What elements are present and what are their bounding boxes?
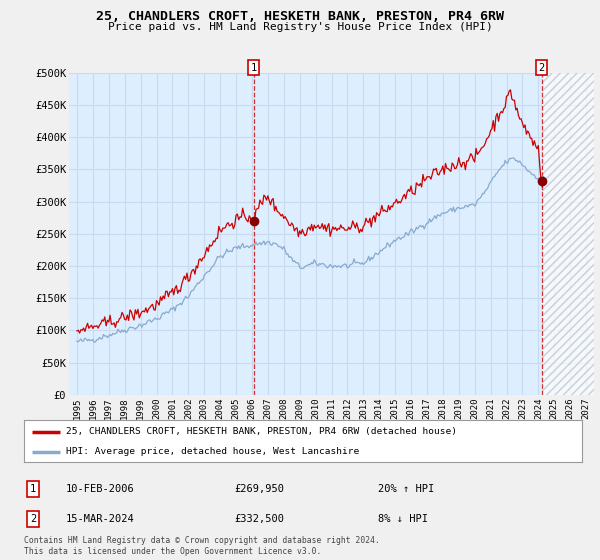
Text: 8% ↓ HPI: 8% ↓ HPI xyxy=(378,514,428,524)
Text: 25, CHANDLERS CROFT, HESKETH BANK, PRESTON, PR4 6RW: 25, CHANDLERS CROFT, HESKETH BANK, PREST… xyxy=(96,10,504,23)
Text: £332,500: £332,500 xyxy=(234,514,284,524)
Text: HPI: Average price, detached house, West Lancashire: HPI: Average price, detached house, West… xyxy=(66,447,359,456)
Text: 1: 1 xyxy=(250,63,257,73)
Text: 2: 2 xyxy=(30,514,36,524)
Text: 15-MAR-2024: 15-MAR-2024 xyxy=(66,514,135,524)
Text: Contains HM Land Registry data © Crown copyright and database right 2024.
This d: Contains HM Land Registry data © Crown c… xyxy=(24,536,380,556)
Text: 25, CHANDLERS CROFT, HESKETH BANK, PRESTON, PR4 6RW (detached house): 25, CHANDLERS CROFT, HESKETH BANK, PREST… xyxy=(66,427,457,436)
Text: 2: 2 xyxy=(538,63,545,73)
Text: 20% ↑ HPI: 20% ↑ HPI xyxy=(378,484,434,494)
Text: 10-FEB-2006: 10-FEB-2006 xyxy=(66,484,135,494)
Text: Price paid vs. HM Land Registry's House Price Index (HPI): Price paid vs. HM Land Registry's House … xyxy=(107,22,493,32)
Text: £269,950: £269,950 xyxy=(234,484,284,494)
Text: 1: 1 xyxy=(30,484,36,494)
